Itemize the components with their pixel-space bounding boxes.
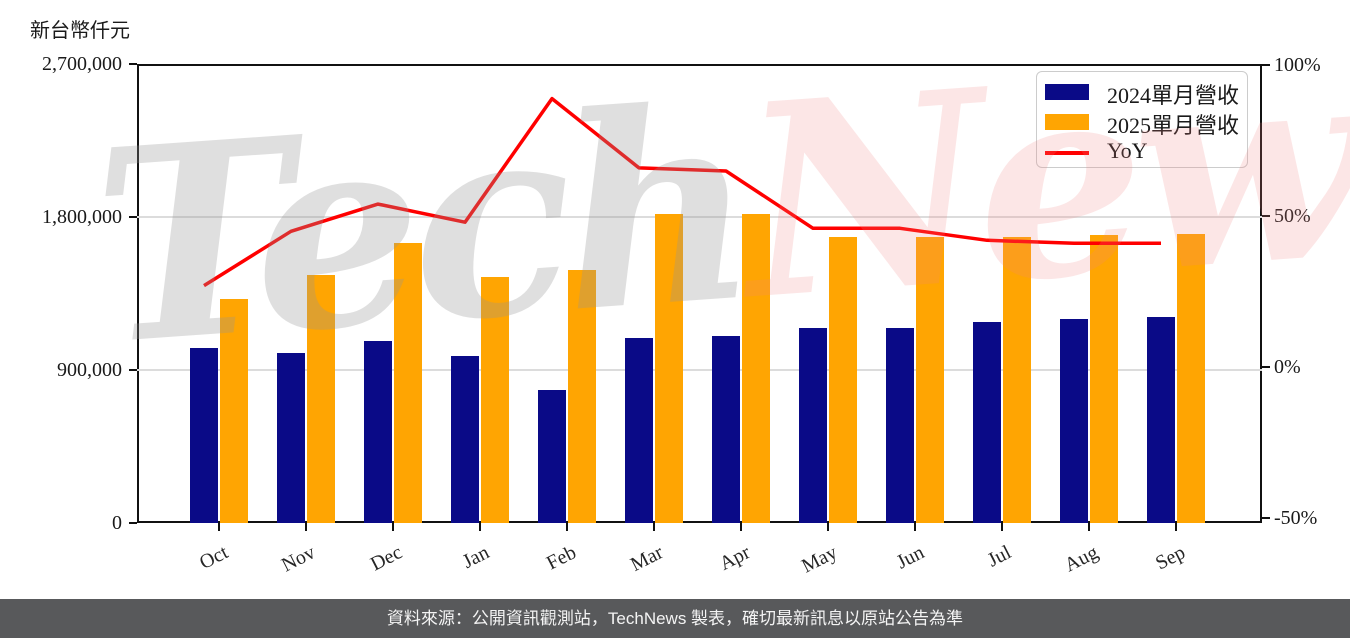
x-axis-tick-label-jun: Jun (893, 541, 928, 574)
bar-2024-dec (364, 341, 392, 523)
x-tick (392, 523, 394, 531)
x-axis-tick-label-jan: Jan (459, 541, 493, 573)
x-axis-tick-label-sep: Sep (1152, 541, 1189, 575)
legend-swatch-2025 (1045, 114, 1089, 130)
bar-2025-apr (742, 213, 770, 523)
bar-2025-sep (1177, 234, 1205, 523)
source-caption-bar: 資料來源：公開資訊觀測站，TechNews 製表，確切最新訊息以原站公告為準 (0, 599, 1350, 638)
legend-swatch-2024 (1045, 84, 1089, 100)
x-tick (653, 523, 655, 531)
left-tick (129, 369, 137, 371)
bar-2025-nov (307, 274, 335, 523)
gridline-900000 (137, 369, 1262, 371)
bar-2024-oct (190, 347, 218, 523)
y-axis-title: 新台幣仟元 (30, 20, 130, 42)
bar-2024-nov (277, 353, 305, 523)
left-axis-tick-label: 900,000 (57, 359, 122, 381)
bar-2024-mar (625, 337, 653, 523)
x-tick (827, 523, 829, 531)
x-tick (740, 523, 742, 531)
x-axis-tick-label-aug: Aug (1061, 541, 1102, 577)
legend: 2024單月營收 2025單月營收 YoY (1036, 71, 1248, 168)
bar-2024-aug (1060, 319, 1088, 523)
x-axis-tick-label-may: May (798, 541, 841, 578)
bar-2025-jul (1003, 236, 1031, 523)
legend-label-2024: 2024單月營收 (1107, 83, 1240, 108)
x-axis-tick-label-nov: Nov (278, 541, 319, 577)
right-tick (1262, 516, 1270, 519)
plot-area (137, 64, 1262, 523)
bar-2025-may (829, 237, 857, 523)
x-tick (218, 523, 220, 531)
x-tick (566, 523, 568, 531)
right-axis-tick-label: 50% (1274, 205, 1311, 228)
x-tick (914, 523, 916, 531)
gridline-1800000 (137, 216, 1262, 218)
bar-2024-jun (886, 328, 914, 523)
bar-2025-aug (1090, 234, 1118, 523)
x-tick (1001, 523, 1003, 531)
bar-2025-mar (655, 213, 683, 523)
left-axis-tick-label: 2,700,000 (42, 53, 122, 75)
bar-2025-jan (481, 276, 509, 523)
right-tick (1262, 366, 1270, 368)
bar-2024-jan (451, 356, 479, 523)
right-axis-tick-label: 0% (1274, 356, 1301, 378)
bar-2025-dec (394, 242, 422, 523)
bar-2025-oct (220, 298, 248, 523)
source-caption-text: 資料來源：公開資訊觀測站，TechNews 製表，確切最新訊息以原站公告為準 (386, 609, 964, 628)
bar-2025-feb (568, 269, 596, 523)
legend-line-sample-yoy (1045, 151, 1089, 155)
bar-2025-jun (916, 237, 944, 523)
legend-label-2025: 2025單月營收 (1107, 113, 1240, 138)
right-tick (1262, 64, 1270, 67)
x-axis-tick-label-jul: Jul (983, 541, 1015, 572)
bar-2024-feb (538, 390, 566, 523)
bar-2024-sep (1147, 317, 1175, 523)
right-tick (1262, 215, 1270, 218)
x-axis-tick-label-dec: Dec (367, 541, 406, 576)
x-axis-tick-label-oct: Oct (196, 541, 232, 574)
left-tick (129, 522, 137, 524)
legend-label-yoy: YoY (1107, 138, 1148, 163)
x-axis-tick-label-mar: Mar (627, 541, 667, 576)
x-axis-tick-label-apr: Apr (716, 541, 754, 575)
left-axis-tick-label: 1,800,000 (42, 206, 122, 228)
x-tick (1175, 523, 1177, 531)
right-axis-tick-label: 100% (1274, 54, 1321, 77)
left-tick (129, 216, 137, 218)
bar-2024-apr (712, 336, 740, 523)
bar-2024-may (799, 327, 827, 523)
left-axis-tick-label: 0 (112, 512, 122, 534)
right-axis-tick-label: -50% (1274, 506, 1318, 529)
legend-item-yoy: YoY (1037, 137, 1247, 167)
x-axis-tick-label-feb: Feb (543, 541, 580, 575)
x-tick (479, 523, 481, 531)
x-tick (1088, 523, 1090, 531)
legend-item-2025: 2025單月營收 (1037, 107, 1247, 138)
bar-2024-jul (973, 322, 1001, 523)
legend-item-2024: 2024單月營收 (1037, 77, 1247, 108)
left-tick (129, 63, 137, 65)
x-tick (305, 523, 307, 531)
